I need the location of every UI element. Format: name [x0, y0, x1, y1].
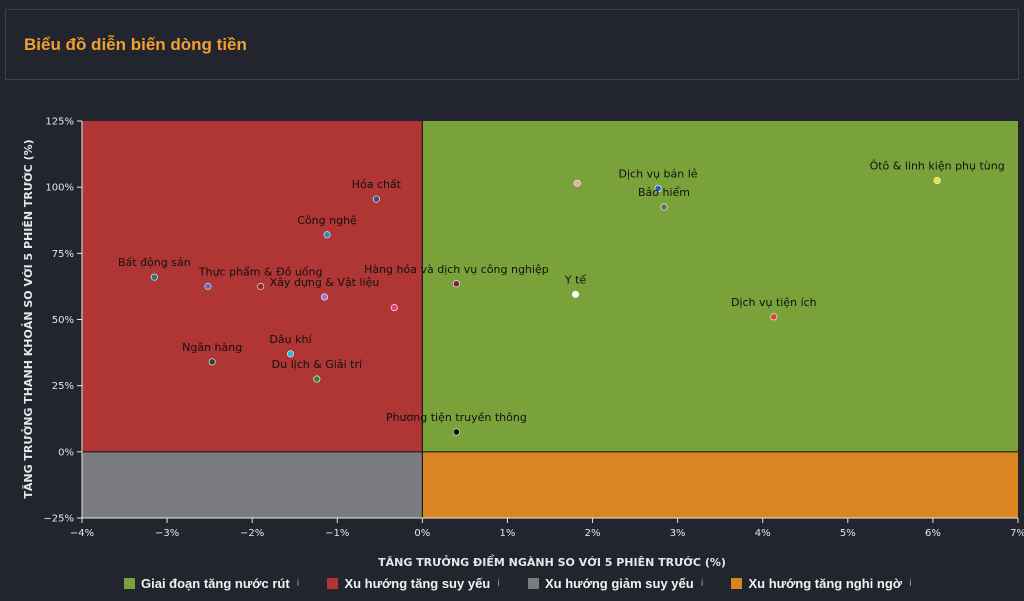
x-tick-label: 2% — [585, 528, 601, 539]
data-point[interactable] — [372, 195, 380, 203]
x-tick-label: −2% — [240, 528, 264, 539]
point-label: Dầu khí — [269, 333, 312, 346]
point-label: Du lịch & Giải trí — [272, 358, 363, 371]
x-tick-label: 4% — [755, 528, 771, 539]
point-label: Ngân hàng — [182, 341, 242, 354]
x-tick-label: 0% — [414, 528, 430, 539]
point-label: Ôtô & linh kiện phụ tùng — [870, 160, 1005, 173]
point-label: Công nghệ — [297, 214, 357, 227]
data-point[interactable] — [770, 313, 778, 321]
data-point[interactable] — [452, 280, 460, 288]
y-tick-label: 75% — [52, 249, 74, 260]
legend-item-sprint[interactable]: Giai đoạn tăng nước rút i — [124, 576, 299, 591]
chart-header: Biểu đồ diễn biến dòng tiền — [5, 9, 1019, 80]
point-label: Hàng hóa và dịch vụ công nghiệp — [364, 263, 549, 276]
info-icon[interactable]: i — [909, 578, 912, 589]
legend-label: Xu hướng tăng suy yếu — [344, 576, 491, 591]
legend-item-weakening-uptrend[interactable]: Xu hướng tăng suy yếu i — [327, 576, 500, 591]
y-tick-label: 100% — [45, 183, 74, 194]
data-point[interactable] — [390, 304, 398, 312]
legend-label: Xu hướng tăng nghi ngờ — [748, 576, 903, 591]
x-tick-label: 6% — [925, 528, 941, 539]
data-point[interactable] — [323, 231, 331, 239]
x-axis-label: TĂNG TRƯỞNG ĐIỂM NGÀNH SO VỚI 5 PHIÊN TR… — [378, 554, 726, 569]
point-label: Y tế — [564, 273, 587, 286]
page-title: Biểu đồ diễn biến dòng tiền — [24, 35, 247, 54]
x-tick-label: 3% — [670, 528, 686, 539]
point-label: Dịch vụ bán lẻ — [619, 167, 698, 180]
data-point[interactable] — [286, 350, 294, 358]
point-label: Phương tiện truyền thông — [386, 411, 527, 424]
quadrant-2 — [82, 451, 423, 518]
quadrant-0 — [422, 121, 1018, 452]
data-point[interactable] — [654, 184, 662, 192]
y-tick-label: 25% — [52, 381, 74, 392]
point-label: Dịch vụ tiện ích — [731, 296, 817, 309]
y-axis-label: TĂNG TRƯỞNG THANH KHOẢN SO VỚI 5 PHIÊN T… — [21, 139, 35, 498]
legend-item-weakening-downtrend[interactable]: Xu hướng giảm suy yếu i — [528, 576, 703, 591]
legend-label: Giai đoạn tăng nước rút — [141, 576, 290, 591]
point-label: Bất động sản — [118, 256, 191, 269]
data-point[interactable] — [208, 358, 216, 366]
info-icon[interactable]: i — [700, 578, 704, 589]
point-label: Hóa chất — [352, 178, 402, 191]
legend-label: Xu hướng giảm suy yếu — [545, 576, 694, 591]
data-point[interactable] — [150, 273, 158, 281]
y-tick-label: 0% — [58, 447, 74, 458]
legend-swatch — [327, 578, 339, 589]
y-tick-label: 50% — [52, 315, 74, 326]
legend-swatch — [124, 578, 135, 589]
data-point[interactable] — [933, 177, 941, 185]
data-point[interactable] — [321, 293, 329, 301]
legend-swatch — [731, 578, 743, 589]
data-point[interactable] — [660, 203, 668, 211]
x-tick-label: 1% — [500, 528, 516, 539]
info-icon[interactable]: i — [296, 578, 300, 589]
x-tick-label: 5% — [840, 528, 856, 539]
data-point[interactable] — [257, 282, 265, 290]
point-label: Xây dựng & Vật liệu — [270, 276, 380, 289]
x-tick-label: −4% — [70, 528, 94, 539]
x-tick-label: −3% — [155, 528, 179, 539]
legend-swatch — [528, 578, 540, 589]
data-point[interactable] — [204, 282, 212, 290]
y-tick-label: 125% — [45, 117, 74, 128]
info-icon[interactable]: i — [497, 578, 501, 589]
data-point[interactable] — [313, 375, 321, 383]
quadrant-3 — [422, 451, 1018, 518]
legend-item-doubtful-uptrend[interactable]: Xu hướng tăng nghi ngờ i — [731, 576, 912, 591]
chart-legend: Giai đoạn tăng nước rút i Xu hướng tăng … — [124, 576, 940, 591]
data-point[interactable] — [572, 290, 580, 298]
y-tick-label: −25% — [43, 514, 74, 525]
quadrant-1 — [82, 121, 423, 452]
data-point[interactable] — [452, 428, 460, 436]
x-tick-label: −1% — [325, 528, 349, 539]
x-tick-label: 7% — [1010, 528, 1024, 539]
point-label: Thực phẩm & Đồ uống — [198, 265, 323, 278]
data-point[interactable] — [573, 179, 581, 187]
point-label: Bảo hiểm — [638, 186, 690, 199]
